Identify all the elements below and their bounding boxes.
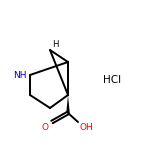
Text: HCl: HCl xyxy=(103,75,121,85)
Text: OH: OH xyxy=(79,123,93,132)
Polygon shape xyxy=(66,95,70,113)
Text: NH: NH xyxy=(14,71,27,81)
Text: O: O xyxy=(42,123,49,132)
Text: H: H xyxy=(52,40,59,49)
